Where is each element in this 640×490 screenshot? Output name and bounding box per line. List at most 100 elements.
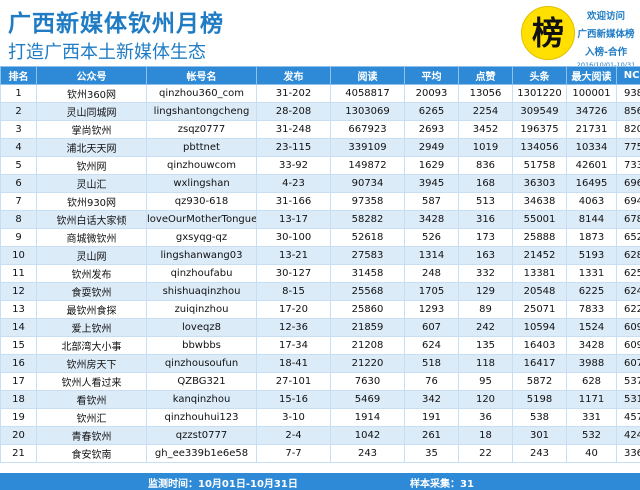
table-cell: zuiqinzhou (146, 300, 257, 319)
table-cell: 243 (330, 444, 405, 463)
table-cell: 607 (404, 318, 459, 337)
table-cell: 钦州网 (36, 156, 147, 175)
table-cell: zsqz0777 (146, 120, 257, 139)
table-cell: 316 (458, 210, 513, 229)
table-cell: 4 (0, 138, 37, 157)
table-cell: 31458 (330, 264, 405, 283)
table-cell: 10334 (566, 138, 617, 157)
table-cell: 23-115 (256, 138, 331, 157)
table-cell: qinzhouhui123 (146, 408, 257, 427)
table-cell: lingshantongcheng (146, 102, 257, 121)
table-cell: 7-7 (256, 444, 331, 463)
table-cell: 20 (0, 426, 37, 445)
table-cell: 30-100 (256, 228, 331, 247)
join-cooperate-text: 入榜-合作 (585, 47, 627, 58)
table-cell: 938 (616, 84, 640, 103)
table-row: 18 看钦州 kanqinzhou 15-16 5469 342 120 5198 1171 53… (0, 390, 640, 409)
column-header: 阅读 (330, 66, 405, 85)
table-cell: 7630 (330, 372, 405, 391)
table-cell: 58282 (330, 210, 405, 229)
table-cell: 5 (0, 156, 37, 175)
table-cell: 1524 (566, 318, 617, 337)
table-cell: gh_ee339b1e6e58 (146, 444, 257, 463)
table-cell: 17-20 (256, 300, 331, 319)
table-cell: 34638 (512, 192, 567, 211)
table-cell: 3945 (404, 174, 459, 193)
table-cell: 628 (566, 372, 617, 391)
table-cell: 4063 (566, 192, 617, 211)
table-row: 1 钦州360网 qinzhou360_com 31-202 4058817 20093 1… (0, 84, 640, 103)
table-cell: 1914 (330, 408, 405, 427)
table-cell: 浦北天天网 (36, 138, 147, 157)
column-header: 点赞 (458, 66, 513, 85)
table-cell: 11 (0, 264, 37, 283)
table-cell: 27583 (330, 246, 405, 265)
sample-count: 样本采集：31 (410, 479, 474, 490)
table-cell: 331 (566, 408, 617, 427)
table-cell: 6 (0, 174, 37, 193)
column-header: NCI (616, 66, 640, 85)
table-cell: 628 (616, 246, 640, 265)
table-cell: 90734 (330, 174, 405, 193)
table-cell: 30-127 (256, 264, 331, 283)
table-cell: 97358 (330, 192, 405, 211)
table-cell: 309549 (512, 102, 567, 121)
table-cell: 587 (404, 192, 459, 211)
table-cell: 31-202 (256, 84, 331, 103)
page-title: 广西新媒体钦州月榜 (8, 11, 224, 37)
table-cell: 青春钦州 (36, 426, 147, 445)
table-cell: 21208 (330, 336, 405, 355)
table-cell: 钦州白话大家倾 (36, 210, 147, 229)
table-cell: 8 (0, 210, 37, 229)
table-row: 11 钦州发布 qinzhoufabu 30-127 31458 248 332 13381 1… (0, 264, 640, 283)
table-cell: 1171 (566, 390, 617, 409)
table-footer: 监测时间：10月01日-10月31日 样本采集：31 (0, 473, 640, 490)
table-cell: 7 (0, 192, 37, 211)
table-cell: 242 (458, 318, 513, 337)
table-row: 4 浦北天天网 pbttnet 23-115 339109 2949 1019 134056 1… (0, 138, 640, 157)
table-cell: 13-21 (256, 246, 331, 265)
table-cell: 13381 (512, 264, 567, 283)
table-cell: 513 (458, 192, 513, 211)
table-cell: 25860 (330, 300, 405, 319)
table-cell: 13 (0, 300, 37, 319)
table-body: 1 钦州360网 qinzhou360_com 31-202 4058817 20093 1… (0, 84, 640, 463)
table-cell: 622 (616, 300, 640, 319)
table-cell: 301 (512, 426, 567, 445)
table-cell: 22 (458, 444, 513, 463)
table-cell: 最钦州食探 (36, 300, 147, 319)
table-cell: 332 (458, 264, 513, 283)
table-cell: 25071 (512, 300, 567, 319)
table-cell: 钦州发布 (36, 264, 147, 283)
table-cell: 168 (458, 174, 513, 193)
table-cell: 27-101 (256, 372, 331, 391)
table-row: 14 爱上钦州 loveqz8 12-36 21859 607 242 10594 1524 60… (0, 318, 640, 337)
table-cell: 1303069 (330, 102, 405, 121)
table-cell: 2 (0, 102, 37, 121)
table-cell: 36303 (512, 174, 567, 193)
header-side-info: 欢迎访问 广西新媒体榜 入榜-合作 2016/10/01-10/31 (574, 8, 638, 69)
table-cell: 16417 (512, 354, 567, 373)
table-cell: QZBG321 (146, 372, 257, 391)
table-cell: 5469 (330, 390, 405, 409)
table-cell: 624 (404, 336, 459, 355)
table-cell: 25888 (512, 228, 567, 247)
table-cell: 261 (404, 426, 459, 445)
table-cell: 836 (458, 156, 513, 175)
table-cell: 12-36 (256, 318, 331, 337)
table-cell: 3428 (404, 210, 459, 229)
table-cell: 17-34 (256, 336, 331, 355)
table-cell: 13056 (458, 84, 513, 103)
column-header: 最大阅读 (566, 66, 617, 85)
table-cell: 1293 (404, 300, 459, 319)
table-row: 2 灵山同城网 lingshantongcheng 28-208 1303069 6265… (0, 102, 640, 121)
table-cell: qinzhouwcom (146, 156, 257, 175)
table-cell: 40 (566, 444, 617, 463)
table-cell: 16495 (566, 174, 617, 193)
table-cell: 243 (512, 444, 567, 463)
table-cell: 8144 (566, 210, 617, 229)
table-cell: 2693 (404, 120, 459, 139)
table-cell: 15 (0, 336, 37, 355)
